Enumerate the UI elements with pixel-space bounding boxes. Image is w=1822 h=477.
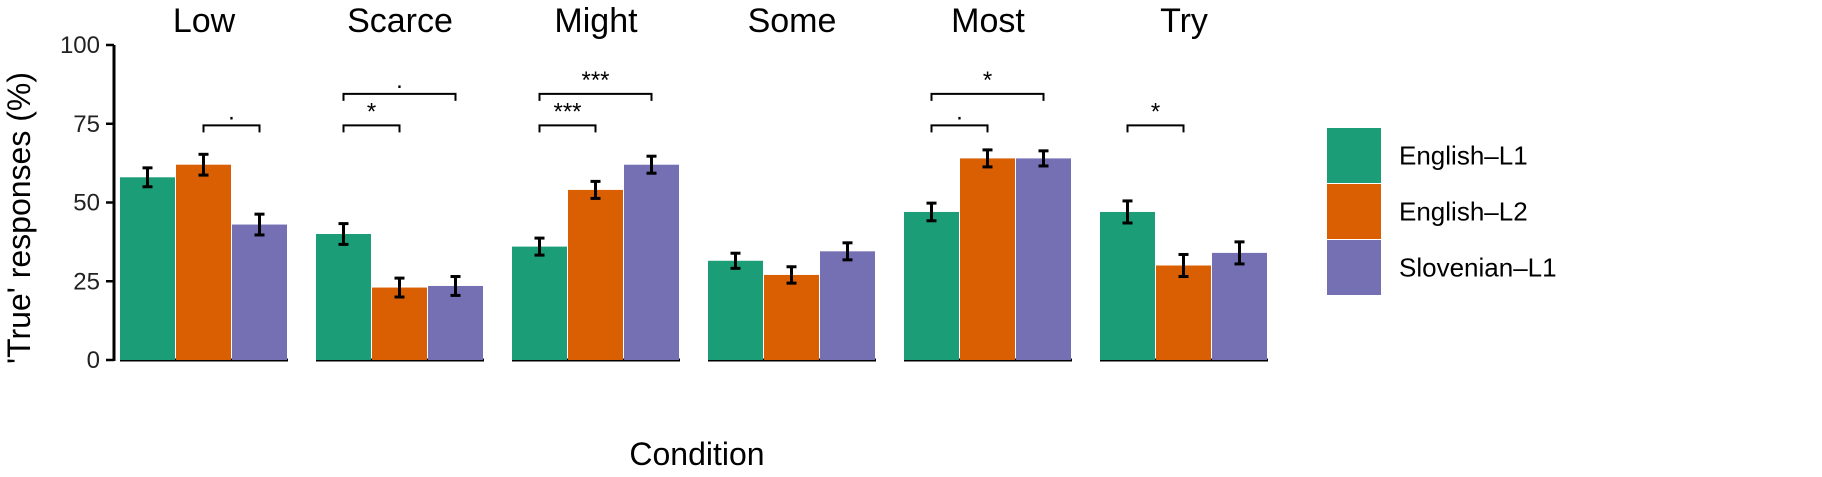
facet-some: Some	[708, 2, 876, 362]
bar	[624, 164, 679, 360]
bar	[708, 260, 763, 360]
legend-key	[1327, 240, 1381, 295]
y-axis: 0 25 50 75 100	[60, 32, 116, 374]
bar	[1212, 252, 1267, 360]
x-axis-title: Condition	[629, 436, 764, 472]
legend: English–L1 English–L2 Slovenian–L1	[1327, 128, 1557, 295]
facet-title: Try	[1160, 2, 1208, 40]
y-tick-label: 0	[87, 347, 100, 374]
facet-scarce: Scarce. *	[316, 2, 484, 362]
facet-title: Some	[748, 2, 837, 40]
facet-try: Try *	[1100, 2, 1268, 362]
significance-bracket	[930, 92, 1045, 101]
facet-might: Might ******	[512, 2, 680, 362]
facet-title: Most	[951, 2, 1025, 40]
facet-title: Scarce	[347, 2, 453, 40]
facet-most: Most *.	[904, 2, 1072, 362]
legend-label: English–L2	[1399, 197, 1528, 227]
y-axis-title: 'True' responses (%)	[1, 72, 37, 364]
legend-label: Slovenian–L1	[1399, 253, 1557, 283]
significance-label: .	[396, 67, 403, 94]
bar	[568, 189, 623, 360]
significance-bracket	[202, 124, 261, 133]
legend-label: English–L1	[1399, 141, 1528, 171]
y-tick-label: 100	[60, 32, 100, 59]
bar	[316, 234, 371, 360]
significance-bracket	[538, 124, 597, 133]
significance-label: ***	[581, 67, 609, 94]
facets: Low. Scarce. * Might ****** Some Most *. Try *	[120, 2, 1268, 362]
significance-label: .	[228, 98, 235, 125]
y-tick-label: 25	[73, 268, 100, 295]
facet-title: Low	[173, 2, 236, 40]
bar	[176, 164, 231, 360]
significance-label: ***	[553, 98, 581, 125]
facet-title: Might	[554, 2, 638, 40]
y-tick-label: 75	[73, 111, 100, 138]
bar	[764, 274, 819, 360]
significance-bracket	[1126, 124, 1185, 133]
y-tick-label: 50	[73, 190, 100, 217]
significance-label: .	[956, 98, 963, 125]
significance-label: *	[367, 98, 376, 125]
significance-bracket	[538, 92, 653, 101]
legend-key	[1327, 128, 1381, 183]
bar	[372, 287, 427, 360]
facet-low: Low.	[120, 2, 288, 362]
significance-label: *	[983, 67, 992, 94]
bar	[428, 285, 483, 360]
legend-key	[1327, 184, 1381, 239]
bar	[904, 211, 959, 360]
significance-bracket	[342, 124, 401, 133]
significance-label: *	[1151, 98, 1160, 125]
bar	[1100, 211, 1155, 360]
significance-bracket	[930, 124, 989, 133]
significance-bracket	[342, 92, 457, 101]
bar	[512, 246, 567, 360]
bar	[960, 158, 1015, 360]
bar	[1016, 158, 1071, 360]
bar	[1156, 265, 1211, 360]
bar	[820, 251, 875, 360]
bar	[232, 224, 287, 360]
bar	[120, 177, 175, 360]
